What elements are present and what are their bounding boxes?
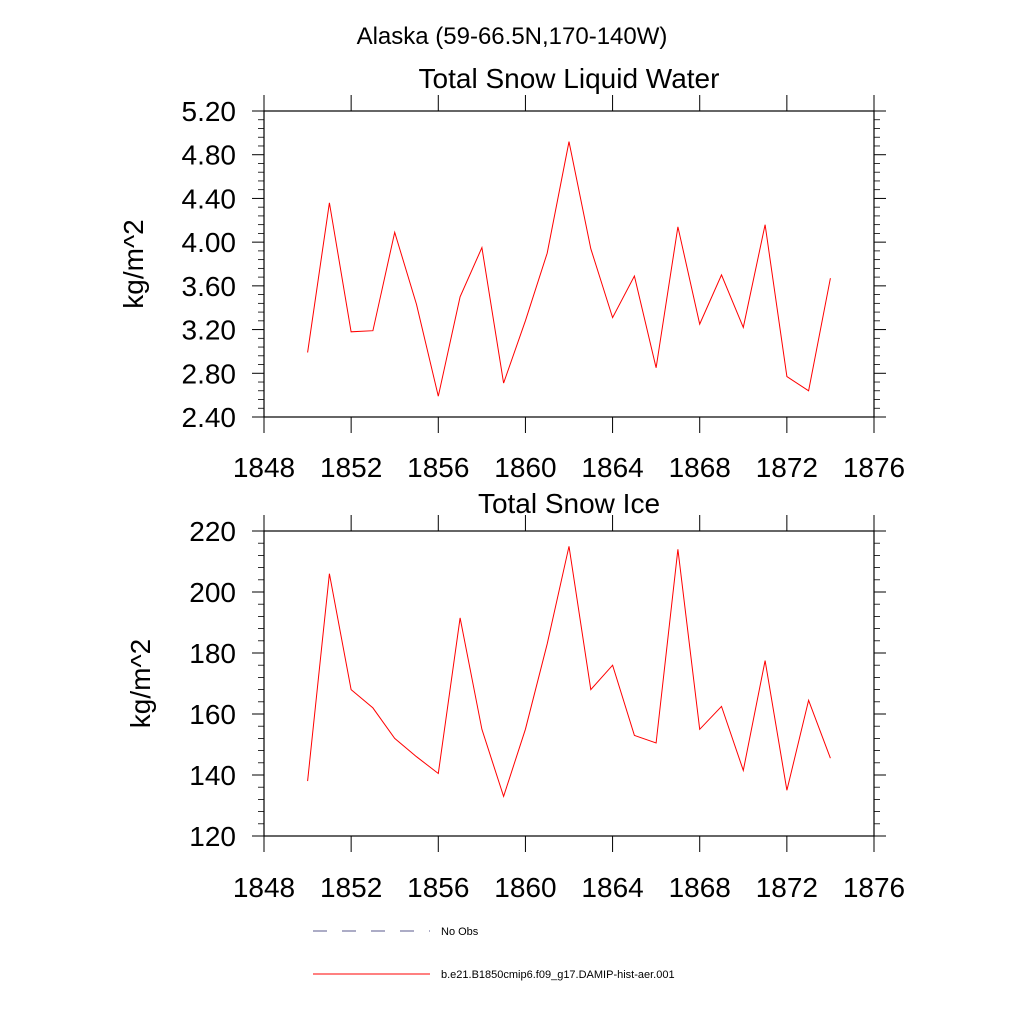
legend: No Obs b.e21.B1850cmip6.f09_g17.DAMIP-hi… xyxy=(313,926,675,981)
x-tick-label: 1856 xyxy=(407,452,469,483)
x-tick-label: 1864 xyxy=(581,452,643,483)
y-tick-label: 5.20 xyxy=(182,96,237,127)
y-axis-label: kg/m^2 xyxy=(118,219,149,308)
y-tick-label: 3.60 xyxy=(182,271,237,302)
y-tick-label: 2.40 xyxy=(182,402,237,433)
y-tick-label: 4.80 xyxy=(182,140,237,171)
y-tick-label: 200 xyxy=(189,577,236,608)
series-line xyxy=(307,546,831,799)
y-tick-label: 160 xyxy=(189,699,236,730)
x-tick-label: 1860 xyxy=(494,872,556,903)
figure-title: Alaska (59-66.5N,170-140W) xyxy=(357,23,668,50)
y-tick-label: 120 xyxy=(189,821,236,852)
y-axis-label: kg/m^2 xyxy=(125,639,156,728)
x-tick-label: 1876 xyxy=(843,872,905,903)
x-tick-label: 1860 xyxy=(494,452,556,483)
x-tick-label: 1872 xyxy=(756,872,818,903)
x-tick-label: 1852 xyxy=(320,452,382,483)
y-tick-label: 3.20 xyxy=(182,315,237,346)
chart-title-liquid-water: Total Snow Liquid Water xyxy=(419,63,720,94)
chart-panel-liquid-water: Total Snow Liquid Water 1848 1852 1856 1860 1… xyxy=(118,63,905,483)
x-tick-label: 1864 xyxy=(581,872,643,903)
y-tick-label: 220 xyxy=(189,516,236,547)
y-tick-label: 140 xyxy=(189,760,236,791)
x-tick-label: 1868 xyxy=(669,872,731,903)
x-tick-label: 1856 xyxy=(407,872,469,903)
y-tick-label: 2.80 xyxy=(182,358,237,389)
y-tick-label: 4.00 xyxy=(182,227,237,258)
chart-title-snow-ice: Total Snow Ice xyxy=(478,488,660,519)
plot-frame xyxy=(263,530,875,837)
x-tick-label: 1876 xyxy=(843,452,905,483)
x-tick-label: 1852 xyxy=(320,872,382,903)
y-tick-label: 180 xyxy=(189,638,236,669)
x-tick-label: 1868 xyxy=(669,452,731,483)
legend-model-label: b.e21.B1850cmip6.f09_g17.DAMIP-hist-aer.… xyxy=(441,969,675,981)
plot-frame xyxy=(263,110,875,418)
x-tick-label: 1848 xyxy=(233,872,295,903)
x-tick-label: 1848 xyxy=(233,452,295,483)
chart-panel-snow-ice: Total Snow Ice 1848 1852 1856 1860 1864 1868 18… xyxy=(125,488,905,903)
x-tick-label: 1872 xyxy=(756,452,818,483)
legend-obs-label: No Obs xyxy=(441,926,479,938)
series-line xyxy=(307,141,831,397)
y-tick-label: 4.40 xyxy=(182,183,237,214)
